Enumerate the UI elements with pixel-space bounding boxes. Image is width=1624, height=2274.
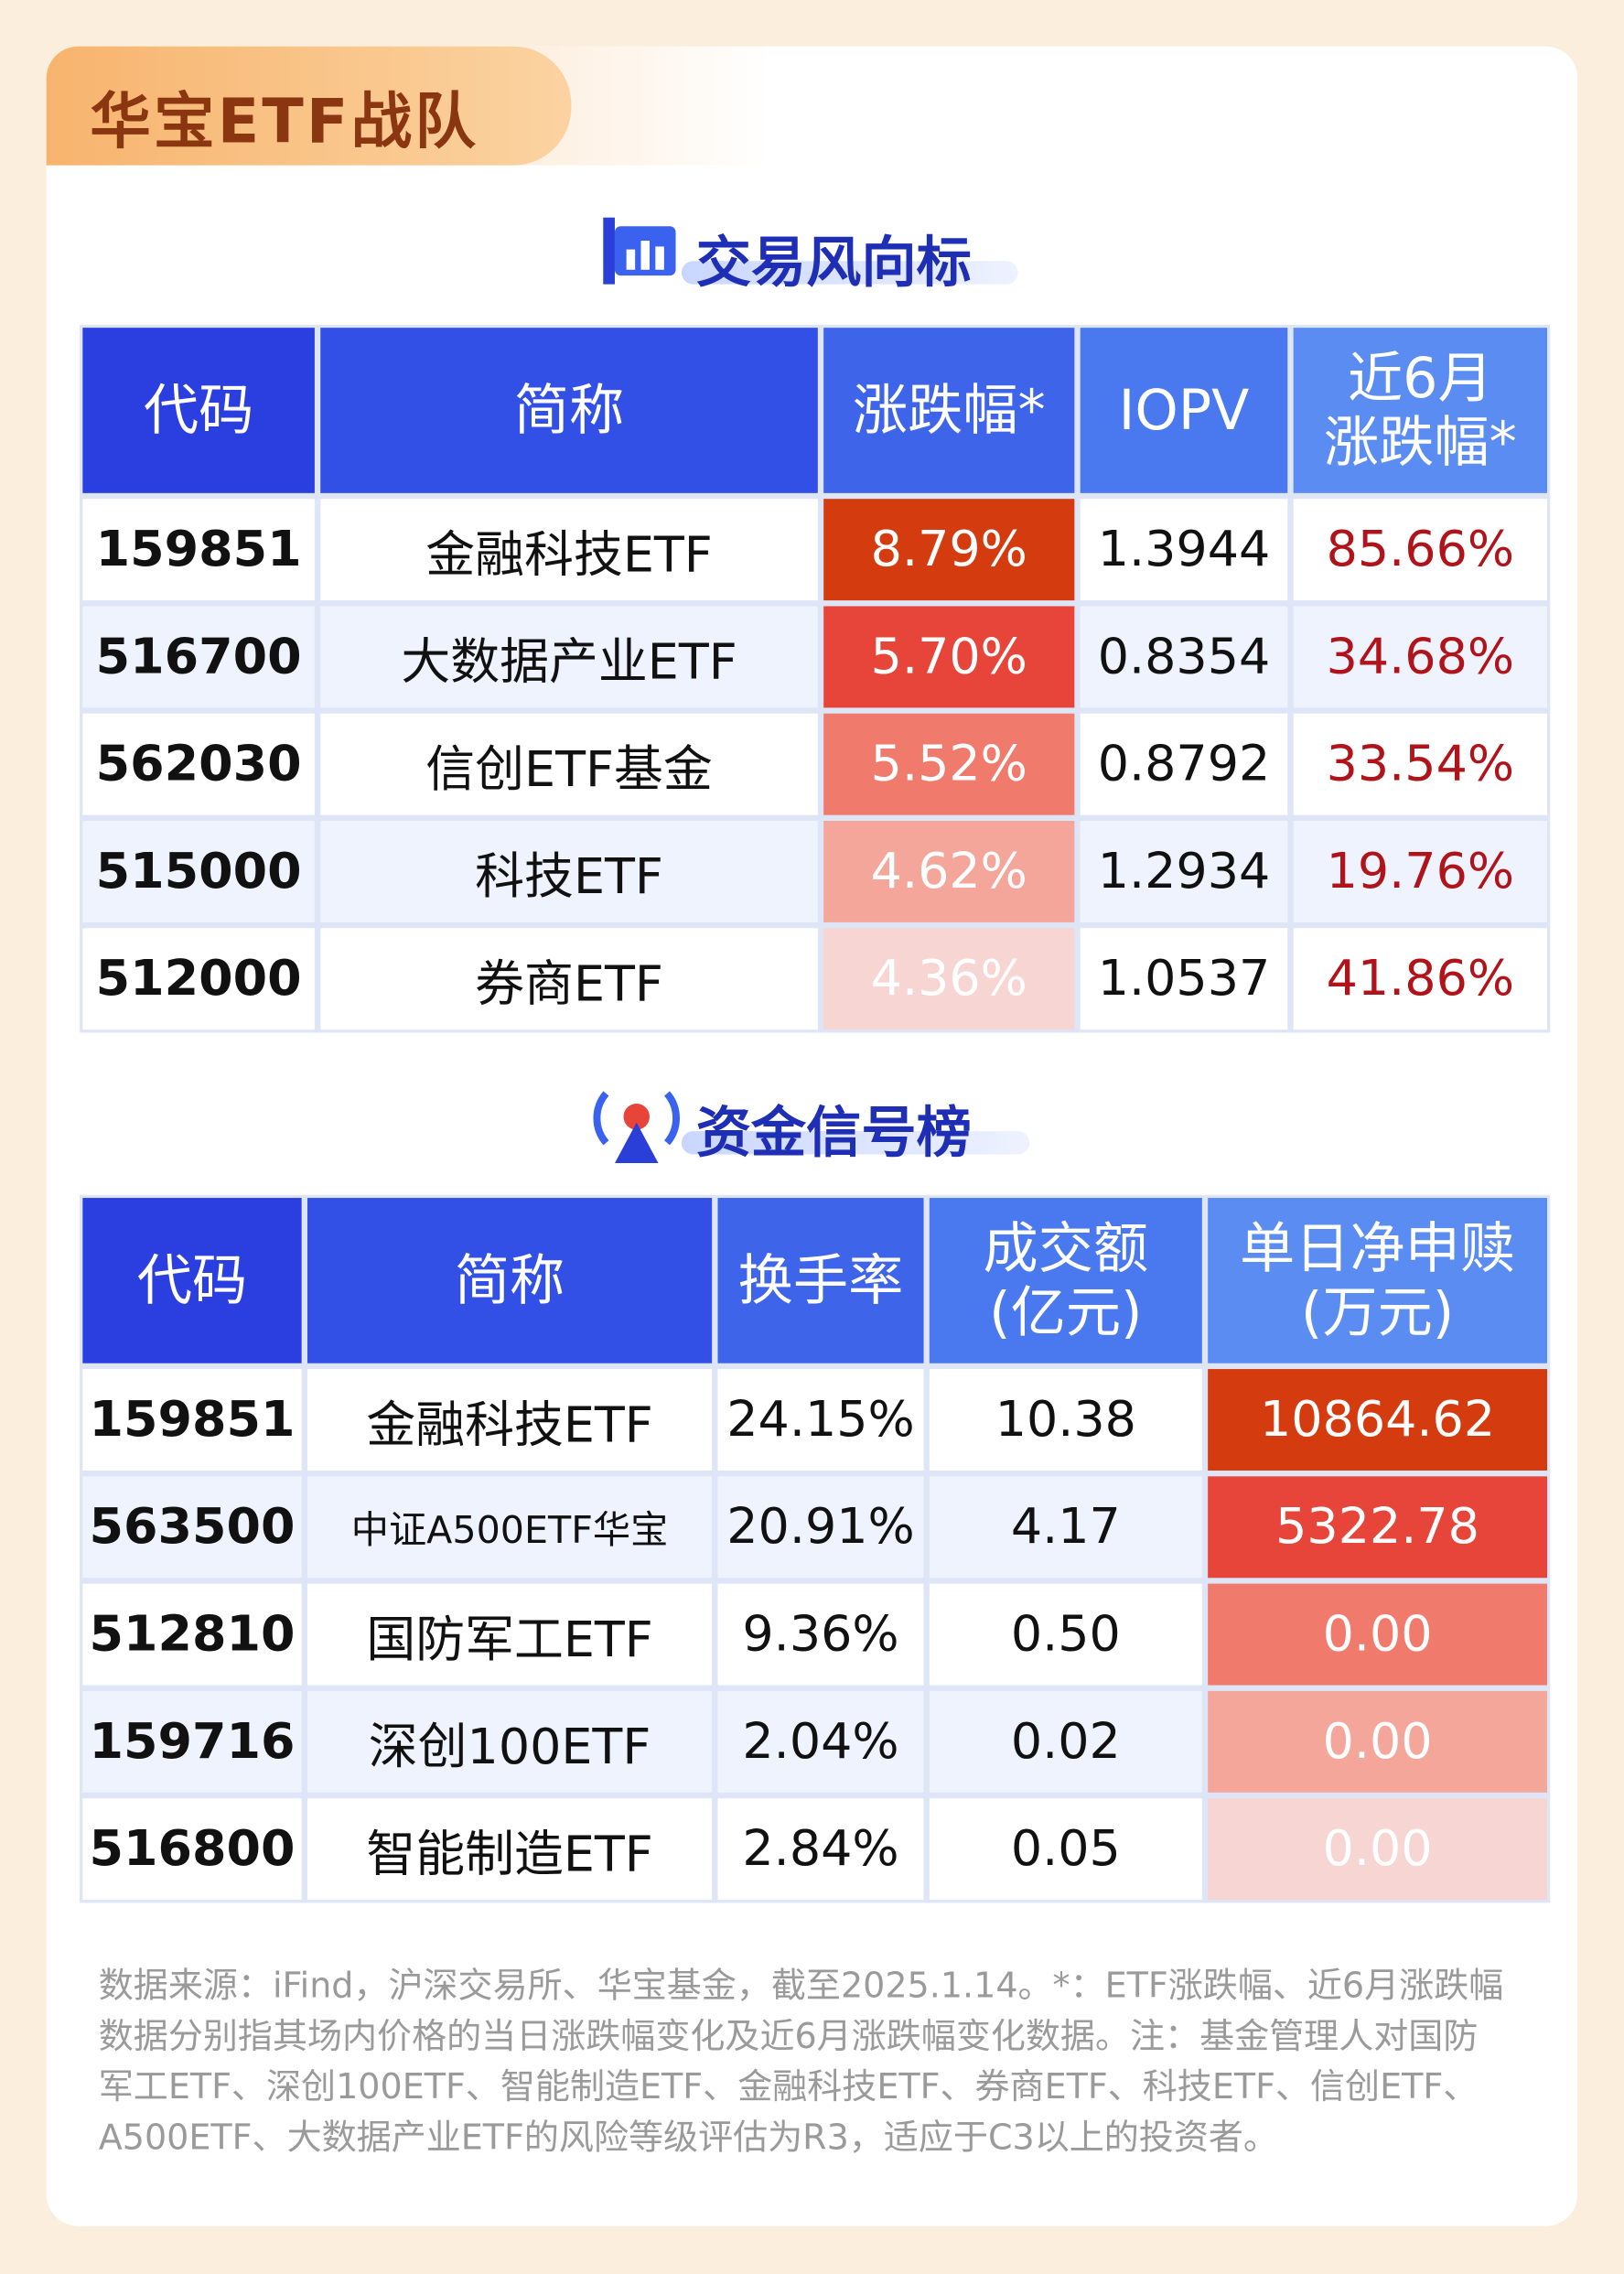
section-title: 资金信号榜: [695, 1100, 972, 1165]
table-cell: 159851: [82, 1369, 302, 1471]
header-text: 近6月: [1347, 346, 1493, 411]
header-cell: 涨跌幅*: [823, 328, 1075, 493]
header-text: 简称: [454, 1248, 565, 1313]
table-cell: 562030: [82, 713, 315, 815]
table-cell: 深创100ETF: [307, 1690, 713, 1793]
header-text: 代码: [143, 378, 254, 443]
header-title: 华宝ETF战队: [90, 85, 479, 157]
table-cell: 19.76%: [1293, 821, 1548, 922]
section-icon: [603, 217, 676, 285]
header-text: (亿元): [989, 1280, 1143, 1345]
table-cell: 0.8792: [1080, 713, 1288, 815]
table-cell: 0.00: [1208, 1798, 1548, 1901]
title-underline: [681, 261, 1018, 285]
header-text: 涨跌幅*: [852, 378, 1046, 443]
table-cell: 24.15%: [717, 1369, 924, 1471]
header-text: (万元): [1300, 1280, 1455, 1345]
section-title: 交易风向标: [695, 230, 972, 295]
header-cell: 换手率: [717, 1198, 924, 1363]
header-text: 成交额: [983, 1216, 1149, 1281]
header-tab: [46, 46, 572, 166]
table-cell: 512000: [82, 928, 315, 1030]
table-cell: 信创ETF基金: [320, 713, 818, 815]
table-cell: 金融科技ETF: [307, 1369, 713, 1471]
table-cell: 大数据产业ETF: [320, 606, 818, 708]
table-cell: 0.05: [929, 1798, 1202, 1901]
header-cell: 代码: [82, 1198, 302, 1363]
table-cell: 41.86%: [1293, 928, 1548, 1030]
header-text: 涨跌幅*: [1323, 410, 1517, 475]
table-cell: 0.8354: [1080, 606, 1288, 708]
table-cell: 516700: [82, 606, 315, 708]
header-text: 简称: [513, 378, 625, 443]
table-cell: 10.38: [929, 1369, 1202, 1471]
table-cell: 9.36%: [717, 1583, 924, 1686]
table-cell: 5.52%: [823, 713, 1075, 815]
table-cell: 516800: [82, 1798, 302, 1901]
header-text: 换手率: [737, 1248, 904, 1313]
table-cell: 563500: [82, 1476, 302, 1579]
table-cell: 券商ETF: [320, 928, 818, 1030]
table-cell: 0.00: [1208, 1583, 1548, 1686]
table-cell: 5.70%: [823, 606, 1075, 708]
header-cell: 代码: [82, 328, 315, 493]
table-cell: 金融科技ETF: [320, 499, 818, 601]
header-cell: 单日净申赎 (万元): [1208, 1198, 1548, 1363]
table-cell: 中证A500ETF华宝: [307, 1476, 713, 1579]
table-cell: 2.84%: [717, 1798, 924, 1901]
table-cell: 智能制造ETF: [307, 1798, 713, 1901]
table-cell: 159716: [82, 1690, 302, 1793]
table-cell: 科技ETF: [320, 821, 818, 922]
table-cell: 159851: [82, 499, 315, 601]
table-cell: 1.2934: [1080, 821, 1288, 922]
table-cell: 34.68%: [1293, 606, 1548, 708]
table-cell: 4.36%: [823, 928, 1075, 1030]
header-cell: 成交额 (亿元): [929, 1198, 1202, 1363]
table-cell: 33.54%: [1293, 713, 1548, 815]
table-cell: 0.02: [929, 1690, 1202, 1793]
header-cell: IOPV: [1080, 328, 1288, 493]
header-text: 单日净申赎: [1239, 1216, 1516, 1281]
table-cell: 0.00: [1208, 1690, 1548, 1793]
table-cell: 85.66%: [1293, 499, 1548, 601]
section-icon: [593, 1091, 680, 1164]
table-cell: 515000: [82, 821, 315, 922]
table-cell: 8.79%: [823, 499, 1075, 601]
table: 代码 简称 涨跌幅* IOPV 近6月 涨跌幅* 159851 金融科技ETF 8.79% 1.3…: [80, 324, 1551, 1033]
header-text: IOPV: [1118, 378, 1250, 443]
header-cell: 简称: [320, 328, 818, 493]
table-cell: 0.50: [929, 1583, 1202, 1686]
table-cell: 国防军工ETF: [307, 1583, 713, 1686]
table-cell: 4.62%: [823, 821, 1075, 922]
header-text: 代码: [136, 1248, 248, 1313]
table-cell: 1.3944: [1080, 499, 1288, 601]
footnote: 数据来源：iFind，沪深交易所、华宝基金，截至2025.1.14。*：ETF涨…: [98, 1965, 1504, 2159]
table-cell: 10864.62: [1208, 1369, 1548, 1471]
header-cell: 简称: [307, 1198, 713, 1363]
table: 代码 简称 换手率 成交额 (亿元) 单日净申赎 (万元) 159851 金融科技ETF 24.1…: [80, 1194, 1551, 1903]
table-cell: 1.0537: [1080, 928, 1288, 1030]
title-underline: [681, 1131, 1030, 1155]
table-cell: 2.04%: [717, 1690, 924, 1793]
table-cell: 4.17: [929, 1476, 1202, 1579]
table-cell: 5322.78: [1208, 1476, 1548, 1579]
table-cell: 512810: [82, 1583, 302, 1686]
header-cell: 近6月 涨跌幅*: [1293, 328, 1548, 493]
table-cell: 20.91%: [717, 1476, 924, 1579]
